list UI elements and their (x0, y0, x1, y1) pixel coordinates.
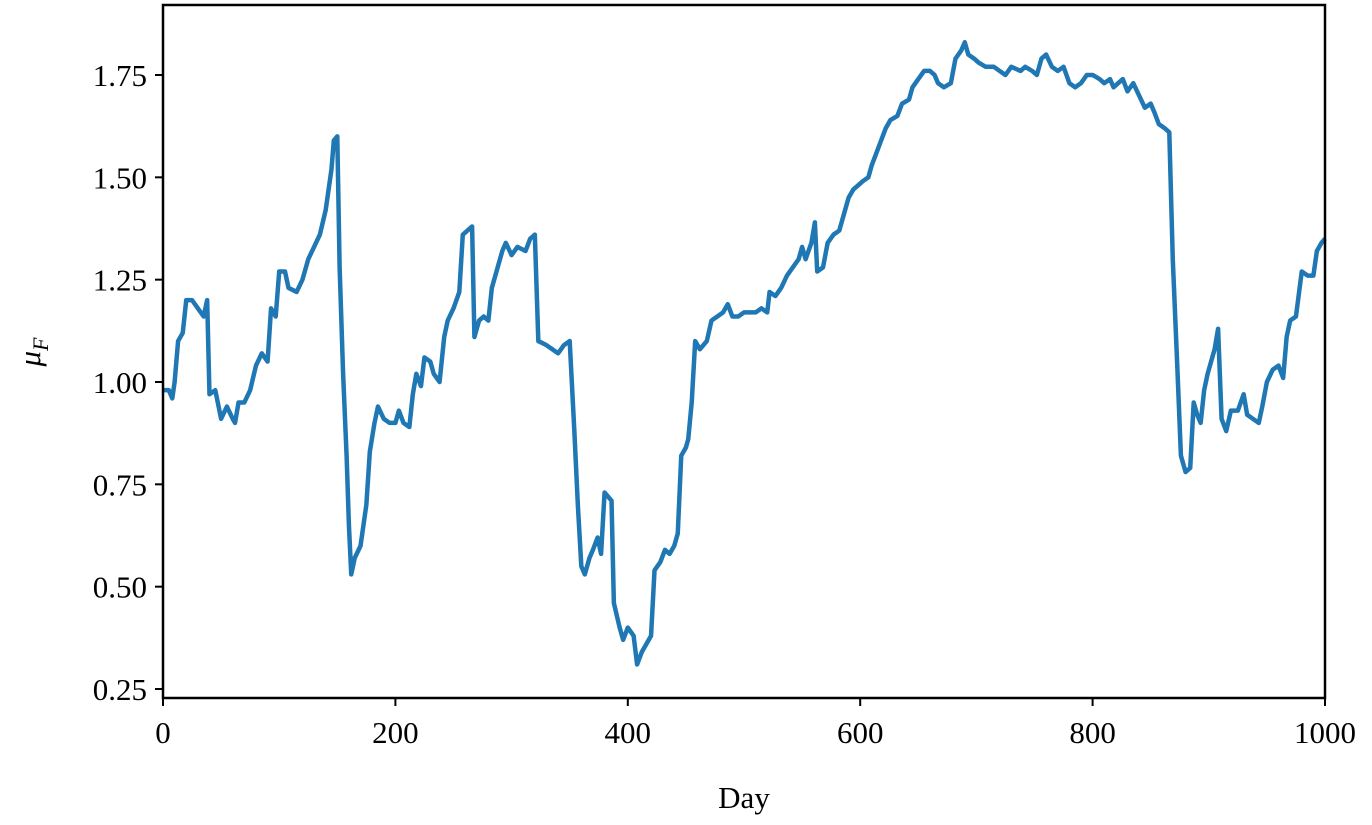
y-label-sub: F (28, 337, 53, 352)
x-tick-label: 1000 (1294, 715, 1356, 750)
x-tick-label: 600 (837, 715, 884, 750)
y-tick-label: 1.00 (93, 365, 147, 400)
x-tick-label: 400 (605, 715, 652, 750)
y-tick-label: 1.50 (93, 160, 147, 195)
y-tick-label: 0.50 (93, 570, 147, 605)
y-tick-label: 0.75 (93, 467, 147, 502)
y-tick-label: 0.25 (93, 672, 147, 707)
data-line (163, 39, 1327, 667)
x-label-text: Day (718, 780, 770, 815)
x-tick-label: 200 (372, 715, 419, 750)
plot-frame (161, 3, 1327, 700)
y-tick-label: 1.75 (93, 58, 147, 93)
x-tick-label: 800 (1069, 715, 1116, 750)
y-axis-label: μF (12, 337, 53, 368)
x-tick-label: 0 (155, 715, 171, 750)
x-axis-label: Day (718, 780, 770, 815)
y-label-base: μ (12, 351, 47, 368)
y-tick-label: 1.25 (93, 263, 147, 298)
